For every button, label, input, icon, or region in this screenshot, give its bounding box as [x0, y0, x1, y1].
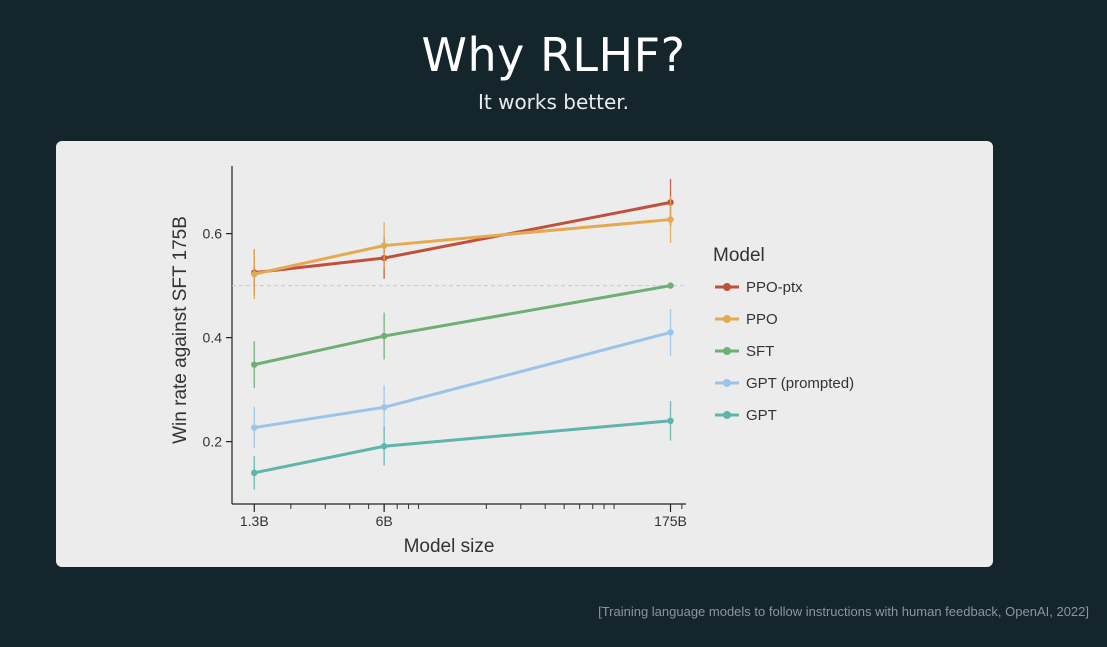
- legend-label: PPO-ptx: [746, 279, 803, 296]
- legend-swatch-marker: [723, 411, 731, 419]
- legend-swatch-marker: [723, 283, 731, 291]
- series-sft: [251, 282, 674, 389]
- legend-label: GPT: [746, 407, 777, 424]
- y-axis-label: Win rate against SFT 175B: [170, 216, 191, 444]
- x-axis-label: Model size: [404, 536, 495, 557]
- data-point: [380, 332, 388, 340]
- y-tick-label: 0.2: [203, 434, 223, 450]
- legend-swatch-marker: [723, 315, 731, 323]
- data-point: [251, 361, 258, 368]
- series-line: [254, 330, 671, 430]
- legend-title: Model: [713, 245, 765, 266]
- series-gpt-prompted: [251, 309, 674, 449]
- legend-label: GPT (prompted): [746, 375, 854, 392]
- data-point: [667, 282, 674, 289]
- data-point: [251, 270, 258, 278]
- series-gpt: [251, 401, 674, 490]
- slide-subtitle: It works better.: [477, 90, 629, 114]
- legend-swatch-marker: [723, 379, 731, 387]
- slide-title: Why RLHF?: [421, 28, 686, 82]
- data-point: [251, 469, 258, 476]
- data-point: [667, 329, 674, 336]
- x-tick-label: 6B: [376, 513, 393, 529]
- data-point: [667, 216, 674, 223]
- win-rate-chart: 1.3B 6B 175B 0.2 0.4 0.6 Model size Win rate ag…: [170, 166, 854, 557]
- data-point: [380, 404, 388, 411]
- data-point: [380, 242, 388, 249]
- x-tick-label: 1.3B: [240, 513, 269, 529]
- legend-label: PPO: [746, 311, 778, 328]
- series-ppo: [251, 196, 674, 300]
- data-point: [667, 417, 674, 424]
- x-tick-label: 175B: [654, 513, 687, 529]
- series-line: [253, 419, 671, 475]
- data-point: [380, 443, 388, 450]
- chart-panel: 1.3B 6B 175B 0.2 0.4 0.6 Model size Win rate ag…: [56, 141, 993, 567]
- legend-swatch-marker: [723, 347, 731, 355]
- y-tick-label: 0.4: [203, 330, 223, 346]
- citation: [Training language models to follow inst…: [598, 604, 1089, 619]
- data-point: [251, 424, 258, 431]
- series-line: [253, 284, 671, 367]
- legend-label: SFT: [746, 343, 774, 360]
- y-tick-label: 0.6: [203, 226, 223, 242]
